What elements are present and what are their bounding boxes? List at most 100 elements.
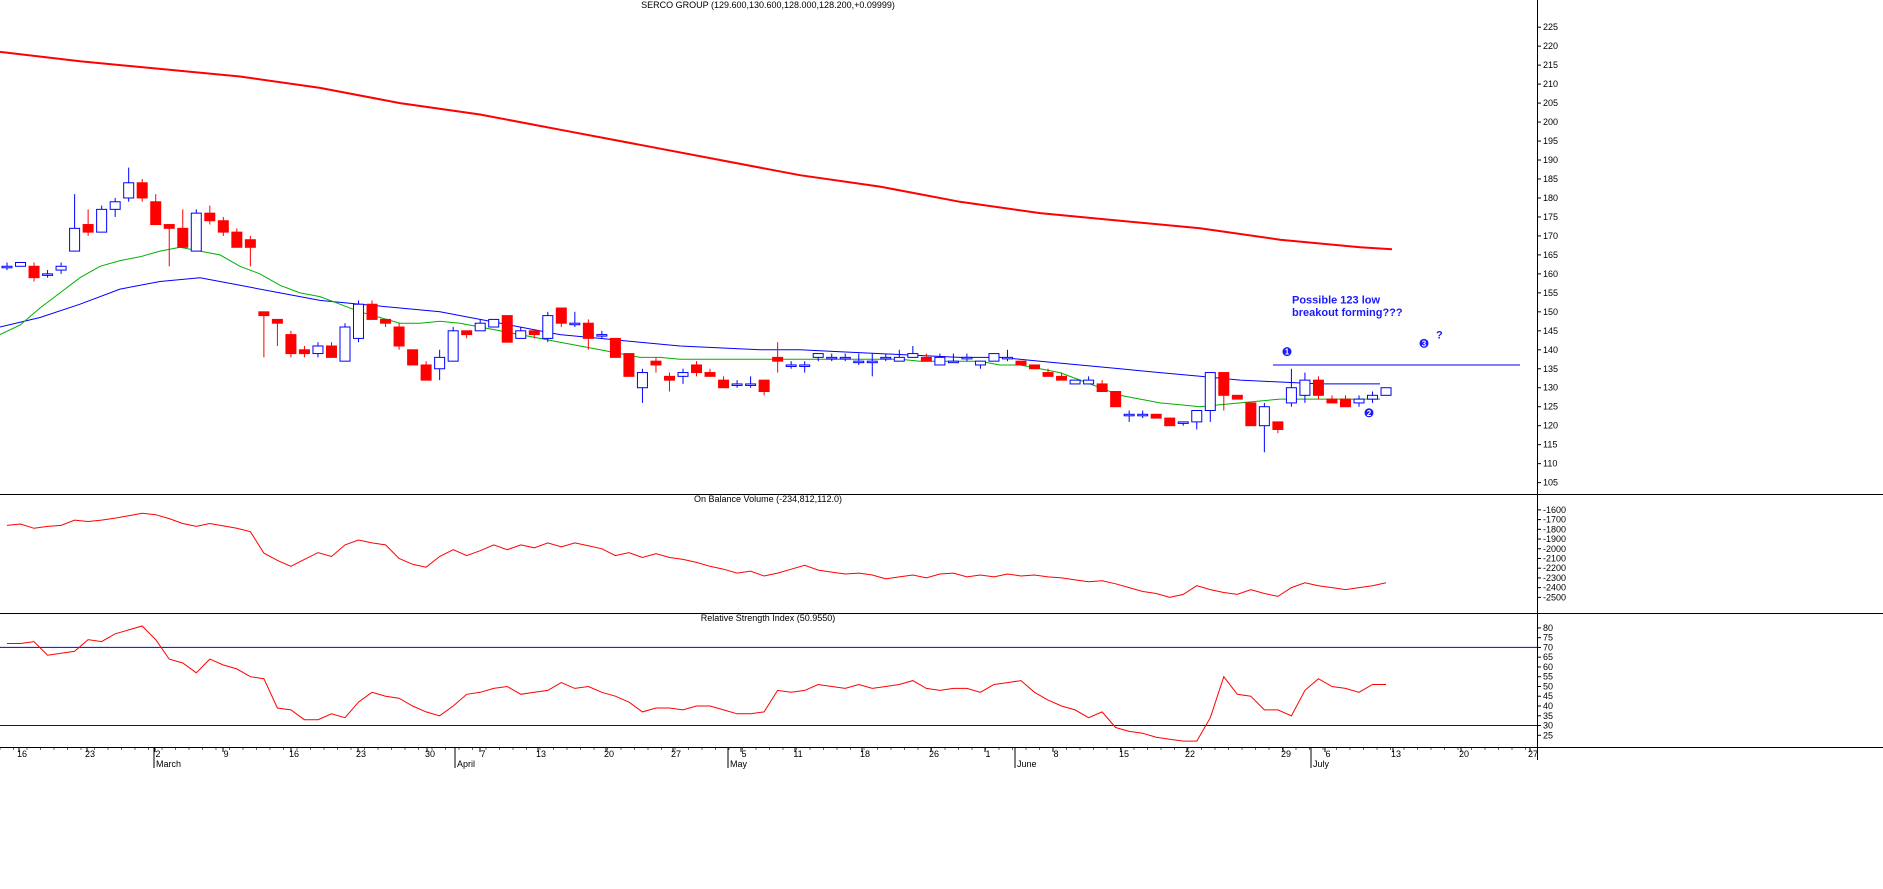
y-tick-label: -2000 [1543, 544, 1566, 554]
moving-average-line [0, 50, 1393, 251]
candle-body [974, 360, 986, 366]
y-tick-label: 160 [1543, 269, 1558, 279]
marker-circle [1364, 408, 1374, 418]
x-tick-label: 27 [671, 749, 681, 759]
candle-body [217, 220, 229, 233]
candle-body [650, 360, 662, 366]
x-tick-label: 1 [985, 749, 990, 759]
candle-body [1218, 372, 1230, 396]
y-tick-label: 45 [1543, 691, 1553, 701]
y-tick-label: 155 [1543, 288, 1558, 298]
y-tick-label: 165 [1543, 250, 1558, 260]
candle-body [609, 337, 621, 358]
candle-body [1312, 379, 1324, 396]
candle-body [1285, 387, 1297, 404]
candle-body [1339, 398, 1351, 408]
candle-body [339, 326, 351, 362]
x-tick-label: 16 [289, 749, 299, 759]
candle-body [853, 360, 865, 364]
candle-body [623, 353, 635, 377]
y-tick-label: 80 [1543, 623, 1553, 633]
y-tick-label: 50 [1543, 681, 1553, 691]
y-tick-label: 75 [1543, 633, 1553, 643]
y-tick-label: 70 [1543, 642, 1553, 652]
y-tick-label: -2300 [1543, 573, 1566, 583]
rsi-title: Relative Strength Index (50.9550) [701, 613, 836, 623]
candle-body [1096, 383, 1108, 393]
y-tick-label: 55 [1543, 672, 1553, 682]
candle-body [799, 364, 811, 367]
x-tick-label: 9 [223, 749, 228, 759]
candle-body [271, 318, 283, 324]
y-tick-label: 210 [1543, 79, 1558, 89]
candle-body [691, 364, 703, 374]
marker-label: 3 [1422, 339, 1427, 348]
candle-body [893, 356, 905, 362]
candle-body [880, 356, 892, 360]
marker-circle [1282, 347, 1292, 357]
x-tick-label: 13 [1391, 749, 1401, 759]
candle-body [1299, 379, 1311, 396]
candle-body [1204, 372, 1216, 412]
candle-body [474, 322, 486, 332]
candle-body [28, 265, 40, 279]
candle-body [82, 224, 94, 233]
moving-average-line [0, 277, 1380, 385]
x-tick-label: 22 [1185, 749, 1195, 759]
x-tick-label: 18 [860, 749, 870, 759]
candle-body [826, 356, 838, 360]
candle-body [961, 356, 973, 360]
month-label: June [1017, 759, 1037, 769]
candle-body [69, 227, 81, 252]
candle-body [312, 345, 324, 355]
candle-body [15, 261, 27, 267]
y-tick-label: 145 [1543, 326, 1558, 336]
y-tick-label: 65 [1543, 652, 1553, 662]
moving-average-line [0, 246, 1380, 408]
x-tick-label: 20 [1459, 749, 1469, 759]
candle-body [461, 330, 473, 336]
candle-body [663, 375, 675, 381]
marker-label: 2 [1367, 409, 1372, 418]
x-tick-label: 16 [17, 749, 27, 759]
y-tick-label: 180 [1543, 193, 1558, 203]
candle-body [366, 303, 378, 320]
y-tick-label: -2100 [1543, 553, 1566, 563]
marker-label: 1 [1285, 348, 1290, 357]
y-tick-label: 170 [1543, 231, 1558, 241]
x-tick-label: 23 [356, 749, 366, 759]
candle-body [596, 334, 608, 337]
candle-body [1042, 372, 1054, 377]
candle-body [123, 182, 135, 199]
candle-body [501, 315, 513, 343]
candle-body [407, 349, 419, 366]
y-tick-label: 105 [1543, 478, 1558, 488]
candle-body [1231, 394, 1243, 400]
candle-body [109, 201, 121, 210]
x-tick-label: 5 [741, 749, 746, 759]
candle-body [393, 326, 405, 347]
x-tick-label: 2 [155, 749, 160, 759]
annotation-text: Possible 123 low [1292, 294, 1380, 306]
candle-body [1272, 421, 1284, 430]
candle-body [704, 372, 716, 377]
candle-body [947, 360, 959, 364]
y-tick-label: 200 [1543, 117, 1558, 127]
candle-body [150, 201, 162, 226]
chart-title: SERCO GROUP (129.600,130.600,128.000,128… [641, 0, 895, 10]
x-tick-label: 20 [604, 749, 614, 759]
y-tick-label: -2200 [1543, 563, 1566, 573]
candle-body [1191, 410, 1203, 423]
candle-body [555, 307, 567, 324]
price-panel: SERCO GROUP (129.600,130.600,128.000,128… [0, 0, 1558, 488]
x-tick-label: 29 [1281, 749, 1291, 759]
candle-body [1110, 391, 1122, 408]
y-tick-label: 175 [1543, 212, 1558, 222]
candle-body [1164, 417, 1176, 427]
y-tick-label: 205 [1543, 98, 1558, 108]
candle-body [1083, 379, 1095, 385]
x-tick-label: 26 [929, 749, 939, 759]
y-tick-label: 190 [1543, 155, 1558, 165]
y-tick-label: -1700 [1543, 515, 1566, 525]
